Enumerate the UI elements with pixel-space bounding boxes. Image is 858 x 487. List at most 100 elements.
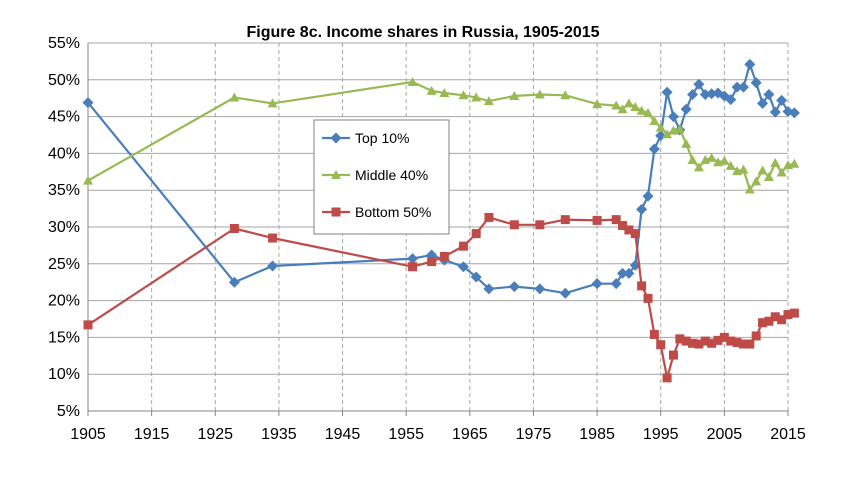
x-tick-label: 1945 (325, 426, 361, 443)
data-point-bottom-50 (745, 339, 755, 349)
data-point-middle-40 (83, 175, 93, 185)
data-point-middle-40 (229, 92, 240, 102)
series-line-bottom-50 (87, 216, 795, 379)
data-point-top-10 (763, 89, 775, 101)
x-tick-label: 1965 (452, 426, 488, 443)
legend-swatch-marker (330, 132, 342, 144)
data-point-top-10 (750, 77, 762, 89)
data-point-bottom-50 (611, 215, 621, 225)
data-point-top-10 (407, 253, 419, 265)
data-point-top-10 (470, 271, 482, 283)
y-tick-label: 45% (48, 109, 80, 126)
data-point-top-10 (661, 86, 673, 98)
data-point-top-10 (655, 130, 667, 142)
data-point-bottom-50 (560, 215, 570, 225)
x-tick-label: 1905 (70, 426, 106, 443)
data-point-bottom-50 (268, 233, 278, 243)
data-point-middle-40 (592, 99, 603, 109)
data-point-top-10 (680, 103, 692, 115)
data-point-bottom-50 (726, 336, 736, 346)
data-point-top-10 (636, 203, 648, 215)
data-point-bottom-50 (458, 241, 468, 251)
data-point-top-10 (610, 278, 622, 290)
data-point-bottom-50 (408, 262, 418, 272)
data-point-bottom-50 (732, 338, 742, 348)
data-point-bottom-50 (675, 334, 685, 344)
data-point-bottom-50 (439, 251, 449, 261)
data-point-top-10 (725, 94, 737, 106)
data-point-middle-40 (687, 155, 698, 165)
data-point-bottom-50 (764, 316, 774, 326)
data-point-bottom-50 (738, 339, 748, 349)
data-point-bottom-50 (770, 312, 780, 322)
data-point-middle-40 (751, 176, 762, 186)
data-point-bottom-50 (618, 221, 628, 231)
y-tick-label: 25% (48, 256, 80, 273)
x-tick-labels: 1905 1915 1925 1935 1945 1955 1965 1975 1985 1995… (70, 426, 806, 443)
data-point-bottom-50 (643, 293, 653, 303)
y-tick-label: 20% (48, 293, 80, 310)
x-tick-label: 1935 (261, 426, 297, 443)
data-point-bottom-50 (751, 331, 761, 341)
data-point-middle-40 (738, 164, 749, 174)
data-point-top-10 (693, 78, 705, 90)
data-point-top-10 (534, 283, 546, 295)
data-point-bottom-50 (592, 215, 602, 225)
data-point-middle-40 (630, 102, 641, 112)
data-point-bottom-50 (694, 339, 704, 349)
data-point-middle-40 (407, 77, 418, 87)
data-point-top-10 (667, 111, 679, 123)
legend: Top 10% Middle 40% Bottom 50% (313, 119, 450, 235)
data-point-top-10 (648, 143, 660, 155)
y-tick-label: 55% (48, 35, 80, 52)
data-point-bottom-50 (777, 315, 787, 325)
data-point-top-10 (228, 276, 240, 288)
data-point-bottom-50 (758, 318, 768, 328)
data-point-bottom-50 (637, 281, 647, 291)
data-point-middle-40 (757, 165, 768, 175)
legend-label: Top 10% (355, 130, 409, 146)
data-point-top-10 (591, 278, 603, 290)
data-point-bottom-50 (427, 257, 437, 267)
data-point-bottom-50 (471, 229, 481, 239)
data-point-top-10 (82, 97, 94, 109)
data-point-top-10 (623, 267, 635, 279)
data-point-middle-40 (789, 158, 800, 168)
data-point-bottom-50 (229, 223, 239, 233)
data-point-middle-40 (681, 138, 692, 148)
data-point-middle-40 (623, 98, 634, 108)
x-tick-label: 2005 (707, 426, 743, 443)
data-point-bottom-50 (624, 225, 634, 235)
data-point-bottom-50 (662, 373, 672, 383)
series-group (82, 58, 800, 383)
x-tick-label: 1955 (388, 426, 424, 443)
data-point-top-10 (776, 94, 788, 106)
data-point-top-10 (483, 283, 495, 295)
data-point-middle-40 (617, 104, 628, 114)
data-point-top-10 (699, 89, 711, 101)
y-tick-label: 30% (48, 219, 80, 236)
data-point-middle-40 (267, 98, 278, 108)
data-point-bottom-50 (719, 332, 729, 342)
data-point-bottom-50 (668, 350, 678, 360)
data-point-middle-40 (483, 96, 494, 106)
data-point-top-10 (642, 190, 654, 202)
data-point-middle-40 (509, 90, 520, 100)
data-point-bottom-50 (681, 336, 691, 346)
data-point-middle-40 (649, 116, 660, 126)
data-point-bottom-50 (713, 335, 723, 345)
x-tick-label: 1975 (516, 426, 552, 443)
data-point-middle-40 (611, 100, 622, 110)
data-point-bottom-50 (484, 212, 494, 222)
y-tick-label: 5% (57, 403, 80, 420)
data-point-bottom-50 (789, 308, 799, 318)
y-tick-label: 50% (48, 72, 80, 89)
series-top-10 (82, 58, 800, 299)
chart-title: Figure 8c. Income shares in Russia, 1905… (246, 24, 599, 41)
series-bottom-50 (83, 212, 799, 383)
data-point-top-10 (508, 281, 520, 293)
data-point-bottom-50 (630, 229, 640, 239)
data-point-middle-40 (719, 155, 730, 165)
y-tick-label: 40% (48, 145, 80, 162)
data-point-top-10 (769, 106, 781, 118)
